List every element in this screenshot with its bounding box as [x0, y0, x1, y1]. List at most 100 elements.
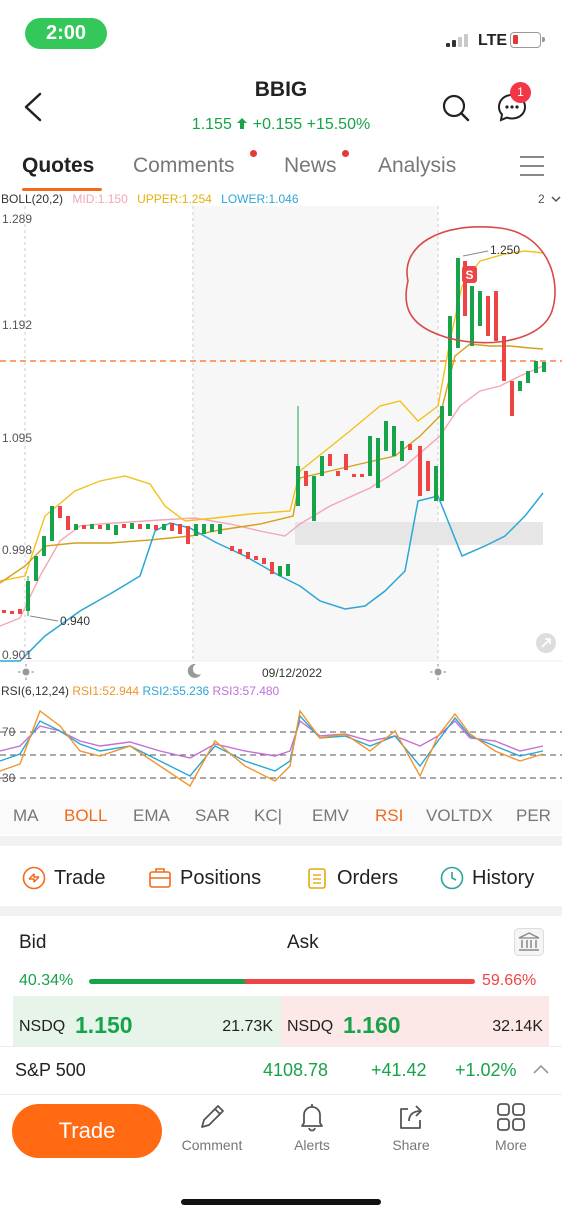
high-label: 1.250: [490, 243, 521, 257]
battery-icon: [510, 32, 545, 48]
comments-dot: [250, 150, 257, 157]
trade-tab[interactable]: Trade: [22, 866, 106, 890]
price-change: +0.155: [252, 116, 303, 133]
bid-level: NSDQ 1.150 21.73K: [13, 996, 281, 1048]
y-tick: 0.901: [2, 648, 33, 662]
ask-label: Ask: [287, 932, 319, 953]
boll-legend: BOLL(20,2) MID:1.150 UPPER:1.254 LOWER:1…: [0, 192, 562, 206]
sun-icon: [430, 664, 446, 680]
indicator-kc[interactable]: KC|: [254, 806, 283, 825]
index-name: S&P 500: [15, 1060, 86, 1080]
share-button[interactable]: Share: [371, 1101, 451, 1153]
rsi1-value: RSI1:52.944: [72, 684, 140, 698]
briefcase-icon: [149, 868, 171, 888]
indicator-voltdx[interactable]: VOLTDX: [426, 806, 493, 825]
low-label: 0.940: [60, 614, 91, 628]
positions-tab-label: Positions: [180, 866, 262, 889]
orders-tab-label: Orders: [337, 866, 399, 889]
sun-icon: [18, 664, 34, 680]
bid-price: 1.150: [75, 1012, 133, 1038]
indicator-bar: MA BOLL EMA SAR KC| EMV RSI VOLTDX PER: [0, 800, 562, 834]
period-selector[interactable]: 2: [538, 192, 561, 206]
chat-icon[interactable]: [496, 92, 528, 124]
rsi3-value: RSI3:57.480: [212, 684, 280, 698]
section-tabs: Quotes Comments News Analysis: [0, 150, 562, 192]
bell-icon: [301, 1104, 323, 1132]
positions-tab[interactable]: Positions: [148, 866, 261, 890]
chevron-down-icon: [551, 196, 561, 203]
clock-icon: [440, 866, 464, 890]
price-chart[interactable]: S 1.289 1.192 1.095 0.998 0.901 1.250 0.…: [0, 206, 562, 796]
boll-upper: UPPER:1.254: [137, 192, 212, 206]
history-tab-label: History: [472, 866, 535, 889]
tab-analysis[interactable]: Analysis: [378, 154, 457, 177]
alerts-label: Alerts: [294, 1137, 330, 1153]
more-label: More: [495, 1137, 527, 1153]
tab-quotes[interactable]: Quotes: [22, 154, 95, 177]
price-line: 1.155 +0.155 +15.50%: [0, 116, 562, 134]
share-icon: [400, 1105, 422, 1129]
alerts-button[interactable]: Alerts: [272, 1101, 352, 1153]
bid-ask-panel: Bid Ask 40.34% 59.66% NSDQ 1.150 21.73K …: [0, 918, 562, 1048]
y-tick: 1.095: [2, 431, 33, 445]
ask-pct: 59.66%: [482, 972, 537, 989]
network-label: LTE: [478, 32, 508, 49]
tab-comments[interactable]: Comments: [133, 154, 235, 177]
boll-mid: MID:1.150: [72, 192, 128, 206]
y-tick: 1.289: [2, 212, 33, 226]
tab-news[interactable]: News: [284, 154, 337, 177]
ask-exchange: NSDQ: [287, 1018, 334, 1035]
search-icon[interactable]: [440, 92, 472, 124]
indicator-ema[interactable]: EMA: [133, 806, 170, 825]
arrow-up-icon: [237, 118, 248, 129]
rsi-legend: RSI(6,12,24) RSI1:52.944 RSI2:55.236 RSI…: [1, 684, 279, 698]
comment-button[interactable]: Comment: [172, 1101, 252, 1153]
indicator-per[interactable]: PER: [516, 806, 551, 825]
indicator-ma[interactable]: MA: [13, 806, 39, 825]
expand-icon[interactable]: [535, 632, 557, 654]
rsi-name: RSI(6,12,24): [1, 684, 70, 698]
status-time: 2:00: [25, 18, 107, 49]
price-change-pct: +15.50%: [306, 116, 371, 133]
indicator-boll[interactable]: BOLL: [64, 806, 108, 825]
trade-tabs: Trade Positions Orders History: [0, 850, 562, 906]
index-change-pct: +1.02%: [455, 1060, 517, 1080]
grid-icon: [497, 1103, 525, 1131]
candles: [2, 258, 546, 616]
bottom-action-bar: Trade Comment Alerts Share More: [0, 1094, 562, 1174]
bid-ratio-bar: [89, 979, 245, 984]
index-ticker[interactable]: S&P 500 4108.78 +41.42 +1.02%: [0, 1046, 562, 1092]
news-dot: [342, 150, 349, 157]
divider: [0, 836, 562, 846]
pencil-icon: [201, 1105, 224, 1128]
rsi-level-70: 70: [2, 725, 16, 739]
history-tab[interactable]: History: [440, 866, 534, 890]
trade-icon: [22, 866, 46, 890]
last-price: 1.155: [191, 116, 232, 133]
indicator-rsi[interactable]: RSI: [375, 806, 404, 825]
clipboard-icon: [308, 868, 326, 889]
index-value: 4108.78: [263, 1060, 329, 1080]
indicator-emv[interactable]: EMV: [312, 806, 349, 825]
orders-tab[interactable]: Orders: [305, 866, 398, 890]
bid-volume: 21.73K: [222, 1018, 273, 1035]
notification-badge: 1: [510, 82, 531, 103]
bid-exchange: NSDQ: [19, 1018, 66, 1035]
indicator-sar[interactable]: SAR: [195, 806, 230, 825]
y-tick: 1.192: [2, 318, 33, 332]
ticker-title: BBIG: [254, 78, 308, 101]
moon-icon: [187, 663, 201, 678]
comment-label: Comment: [181, 1137, 243, 1153]
home-indicator: [181, 1199, 381, 1205]
y-tick: 0.998: [2, 543, 33, 557]
bank-icon[interactable]: [514, 928, 544, 956]
chevron-up-icon[interactable]: [532, 1063, 550, 1075]
trade-button[interactable]: Trade: [12, 1104, 162, 1158]
rsi2-value: RSI2:55.236: [142, 684, 210, 698]
more-button[interactable]: More: [471, 1101, 551, 1153]
back-icon[interactable]: [18, 90, 48, 124]
divider: [0, 906, 562, 916]
menu-icon[interactable]: [520, 156, 544, 178]
ask-level: NSDQ 1.160 32.14K: [281, 996, 549, 1048]
trade-tab-label: Trade: [54, 866, 106, 889]
